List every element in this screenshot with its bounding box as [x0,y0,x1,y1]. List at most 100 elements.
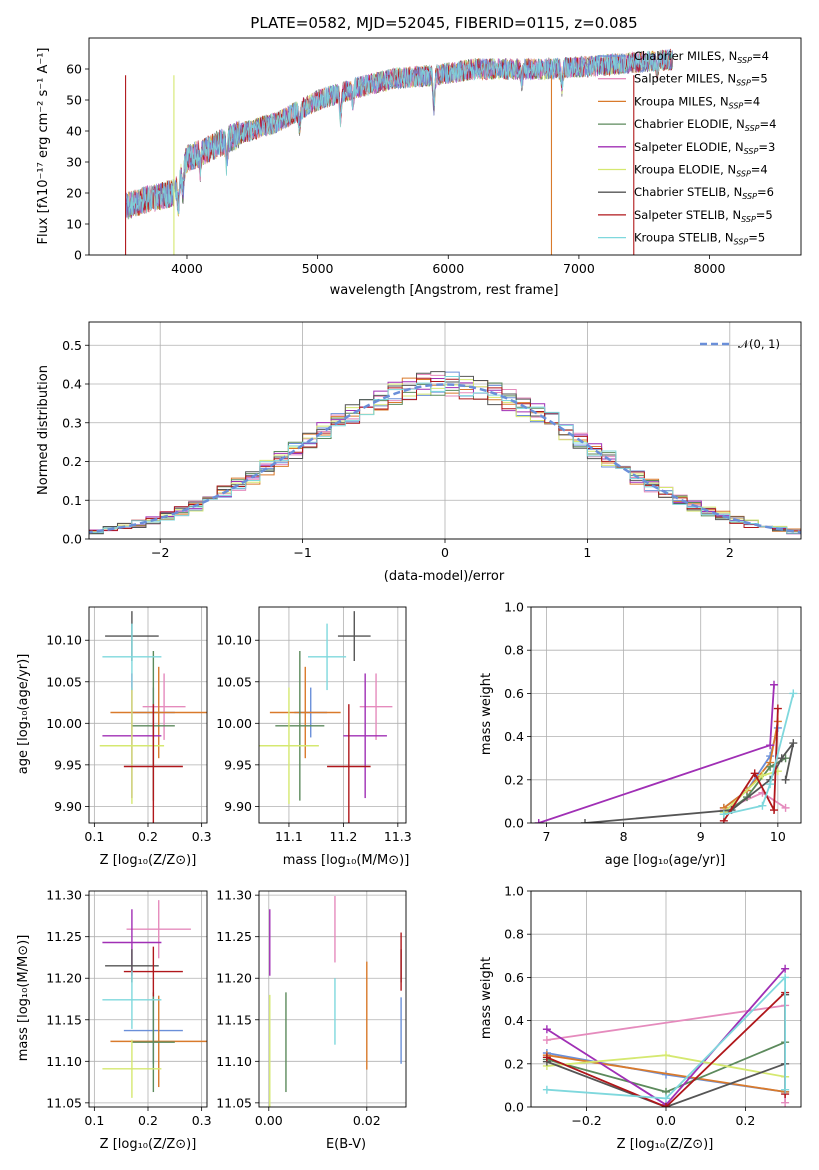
legend-nssp-value: =4 [743,94,760,108]
wZ-marker-8 [542,1085,551,1094]
legend-name: Chabrier STELIB, N [634,185,742,199]
wAge-marker-4 [766,741,775,750]
wZ-frame [530,890,802,1108]
ageZ-xtick-label: 0.1 [84,829,104,844]
legend-ssp-subscript: SSP [736,170,751,179]
wZ-marker-7 [662,1103,670,1107]
massE-frame [258,890,407,1108]
wAge-frame [530,606,802,824]
spectrum-panel: 4000 5000 6000 7000 8000 0 10 20 30 40 50 60 [66,37,802,276]
wAge-ylabel: mass weight [479,673,494,755]
legend-nssp-value: =5 [756,208,773,222]
wAge-ytick-label: 0.2 [504,772,524,787]
ageZ-errorbars [99,611,207,823]
wAge-plot-bg [531,607,801,823]
mass-vs-Z-panel: 0.1 0.2 0.3 11.05 11.10 11.15 11.20 11.25 11.30 [46,888,211,1128]
residuals-ylabel: Normed distribution [36,365,51,495]
wAge-marker-3 [766,762,775,771]
spectrum-ytick-label: 50 [66,93,82,108]
ageM-xlabel: mass [log₁₀(M/M⊙)] [283,853,410,868]
legend-name: Salpeter STELIB, N [634,208,741,222]
residuals-ytick-label: 0.5 [62,338,82,353]
spectrum-ytick-label: 0 [74,248,82,263]
legend-nssp-value: =4 [760,117,777,131]
residuals-xtick-label: 1 [583,545,591,560]
spectrum-xtick-label: 7000 [563,261,595,276]
legend-name: Chabrier ELODIE, N [634,117,745,131]
legend-label-6: Chabrier STELIB, NSSP=6 [634,185,774,201]
residuals-xlabel: (data-model)/error [384,569,505,584]
massE-xtick-label: 0.02 [353,1113,381,1128]
wAge-marker-6 [581,819,589,823]
ageZ-frame [88,606,208,824]
spectrum-xtick-label: 8000 [694,261,726,276]
age-vs-Z-panel: 0.1 0.2 0.3 9.90 9.95 10.00 10.05 10.10 [46,606,212,844]
ageZ-ylabel: age [log₁₀(age/yr)] [16,654,31,775]
massZ-ytick-label: 11.25 [46,929,82,944]
normal-legend-label: 𝒩(0, 1) [738,337,780,351]
ageM-ytick-label: 10.10 [216,633,252,648]
ageM-xtick-label: 11.2 [329,829,357,844]
spectrum-ytick-label: 60 [66,62,82,77]
legend-name: Salpeter ELODIE, N [634,140,744,154]
wZ-ytick-label: 0.2 [504,1056,524,1071]
wZ-marker-8 [662,1094,670,1103]
wAge-marker-8 [719,810,728,819]
wZ-ytick-label: 0.0 [504,1100,524,1115]
wAge-ytick-label: 0.8 [504,643,524,658]
spectrum-ytick-label: 40 [66,124,82,139]
legend-nssp-value: =4 [751,163,768,177]
massE-xlabel: E(B-V) [326,1137,366,1152]
massZ-xtick-label: 0.1 [84,1113,104,1128]
residual-histograms [89,371,801,536]
legend-nssp-value: =6 [757,185,774,199]
ageZ-xtick-label: 0.3 [192,829,212,844]
ageM-errorbars [259,611,393,823]
massE-ytick-label: 11.10 [216,1054,252,1069]
normal-curve [89,383,801,534]
legend-label-4: Salpeter ELODIE, NSSP=3 [634,140,775,156]
wZ-marker-4 [781,964,790,973]
residuals-ytick-label: 0.0 [62,532,82,547]
wAge-marker-1 [781,803,790,812]
wAge-xtick-label: 7 [542,829,550,844]
wZ-ylabel: mass weight [479,957,494,1039]
ageZ-ytick-label: 9.95 [54,757,82,772]
residuals-ytick-label: 0.1 [62,493,82,508]
legend-nssp-value: =5 [751,72,768,86]
legend-ssp-subscript: SSP [745,124,760,133]
ageZ-grid [89,607,207,823]
massZ-ytick-label: 11.10 [46,1054,82,1069]
mass-vs-ebv-panel: 0.00 0.02 11.05 11.10 11.15 11.20 11.25 11.30 [216,888,407,1128]
wAge-marker-7 [750,769,759,778]
spectrum-ytick-label: 10 [66,217,82,232]
wZ-marker-8 [781,973,790,982]
residuals-xtick-label: 2 [726,545,734,560]
legend-label-3: Chabrier ELODIE, NSSP=4 [634,117,776,133]
wZ-ytick-label: 0.4 [504,1013,524,1028]
massE-grid [259,891,406,1107]
legend-ssp-subscript: SSP [729,101,744,110]
spectrum-xtick-label: 4000 [171,261,203,276]
ageM-ytick-label: 9.95 [224,757,252,772]
wAge-marker-6 [789,739,798,748]
ageM-ytick-label: 10.05 [216,674,252,689]
legend-label-0: Chabrier MILES, NSSP=4 [634,49,769,65]
massZ-ytick-label: 11.05 [46,1095,82,1110]
spectrum-frame [88,37,802,256]
spectrum-series-8 [125,49,674,219]
ageZ-ytick-label: 10.10 [46,633,82,648]
wAge-marker-7 [773,704,782,713]
massE-ytick-label: 11.15 [216,1012,252,1027]
wZ-ytick-label: 1.0 [504,884,524,899]
wAge-marker-8 [789,689,798,698]
massE-xtick-label: 0.00 [255,1113,283,1128]
wAge-ytick-label: 0.4 [504,729,524,744]
legend-name: Kroupa MILES, N [634,94,729,108]
spectrum-xlabel: wavelength [Angstrom, rest frame] [330,283,559,298]
wZ-lines [542,964,790,1107]
massE-errorbars [269,895,402,1107]
massZ-xtick-label: 0.3 [192,1113,212,1128]
ageM-ytick-label: 10.00 [216,716,252,731]
ageZ-ytick-label: 10.00 [46,716,82,731]
